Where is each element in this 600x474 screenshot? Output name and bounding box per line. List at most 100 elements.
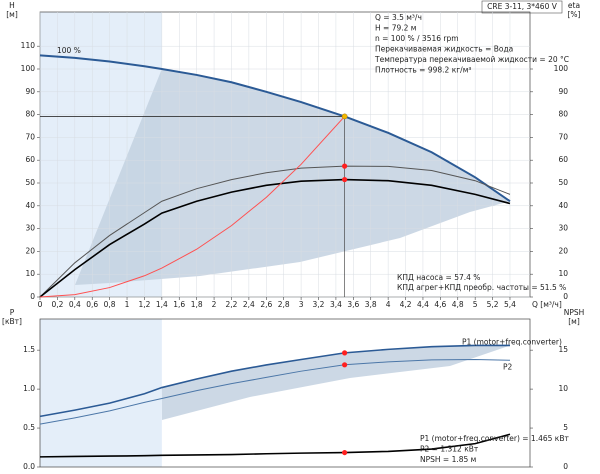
operating-point xyxy=(342,176,348,183)
y-axis-label: H xyxy=(9,1,15,10)
x-tick-label: 3,8 xyxy=(365,300,377,309)
x-tick-label: 1,6 xyxy=(173,300,185,309)
y2-axis-label: [%] xyxy=(568,10,581,19)
x-tick-label: 1,2 xyxy=(138,300,150,309)
efficiency-note: КПД насоса = 57.4 % xyxy=(397,273,480,282)
y-tick-label: 30 xyxy=(25,224,35,233)
y2-axis-label: eta xyxy=(568,1,580,10)
y-axis-label: P xyxy=(10,308,15,317)
x-tick-label: 1,4 xyxy=(156,300,168,309)
y2-tick-label: 40 xyxy=(558,201,568,210)
annotation: Плотность = 998.2 кг/м³ xyxy=(375,66,471,75)
y-tick-label: 1.0 xyxy=(23,384,35,393)
y-tick-label: 0.0 xyxy=(23,462,35,471)
chart-title: CRE 3-11, 3*460 V xyxy=(487,2,558,11)
x-tick-label: 3,4 xyxy=(330,300,342,309)
y-tick-label: 100 xyxy=(21,64,36,73)
y2-tick-label: 0 xyxy=(563,462,568,471)
y-tick-label: 0 xyxy=(30,292,35,301)
x-tick-label: 1,8 xyxy=(191,300,203,309)
curve xyxy=(39,359,510,425)
x-tick-label: 0 xyxy=(38,300,43,309)
y2-axis-label: [м] xyxy=(568,317,580,326)
y-tick-label: 80 xyxy=(25,110,35,119)
operating-point xyxy=(341,113,348,120)
operating-zone xyxy=(75,69,510,285)
annotation: P1 (motor+freq.converter) = 1.465 кВт xyxy=(420,434,569,443)
y-axis-label: [кВт] xyxy=(2,317,22,326)
y-tick-label: 110 xyxy=(21,41,36,50)
title-box xyxy=(481,0,563,14)
x-tick-label: 3 xyxy=(299,300,304,309)
y-tick-label: 10 xyxy=(25,269,35,278)
x-tick-label: 2,6 xyxy=(260,300,272,309)
curve xyxy=(39,116,345,298)
annotation: n = 100 % / 3516 rpm xyxy=(375,34,459,43)
y2-tick-label: 80 xyxy=(558,110,568,119)
low-flow-zone xyxy=(40,319,162,467)
curve xyxy=(39,178,511,298)
y2-tick-label: 90 xyxy=(558,87,568,96)
operating-zone xyxy=(161,345,510,420)
y-tick-label: 50 xyxy=(25,178,35,187)
x-tick-label: 5,4 xyxy=(504,300,516,309)
curve xyxy=(39,433,511,458)
efficiency-note: КПД агрег+КПД преобр. частоты = 51.5 % xyxy=(397,283,566,292)
y2-tick-label: 50 xyxy=(558,178,568,187)
x-tick-label: 0,6 xyxy=(86,300,98,309)
x-tick-label: 2,2 xyxy=(226,300,238,309)
y2-tick-label: 0 xyxy=(563,292,568,301)
x-tick-label: 2,8 xyxy=(278,300,290,309)
y2-tick-label: 100 xyxy=(554,64,569,73)
series-label: P1 (motor+freq.converter) xyxy=(462,337,562,346)
y2-tick-label: 10 xyxy=(558,384,568,393)
x-tick-label: 1 xyxy=(125,300,130,309)
curve xyxy=(39,165,511,298)
plot-frame xyxy=(39,318,531,468)
y-tick-label: 60 xyxy=(25,155,35,164)
x-tick-label: 0,4 xyxy=(69,300,81,309)
y-tick-label: 90 xyxy=(25,87,35,96)
annotation: Q = 3.5 м³/ч xyxy=(375,13,422,22)
operating-point xyxy=(342,350,348,356)
y2-tick-label: 60 xyxy=(558,155,568,164)
y2-tick-label: 10 xyxy=(558,269,568,278)
y2-tick-label: 30 xyxy=(558,224,568,233)
x-tick-label: 5 xyxy=(473,300,478,309)
annotation: H = 79.2 м xyxy=(375,24,416,33)
x-tick-label: 4,4 xyxy=(417,300,429,309)
y-tick-label: 0.5 xyxy=(23,423,35,432)
x-tick-label: 3,6 xyxy=(347,300,359,309)
operating-point xyxy=(342,449,348,456)
y-tick-label: 70 xyxy=(25,132,35,141)
y2-axis-label: NPSH xyxy=(564,308,585,317)
curve xyxy=(39,344,510,418)
annotation: Перекачиваемая жидкость = Вода xyxy=(375,45,513,54)
x-tick-label: 5,2 xyxy=(487,300,499,309)
operating-point xyxy=(342,362,348,368)
x-tick-label: 4 xyxy=(386,300,391,309)
y2-tick-label: 5 xyxy=(563,423,568,432)
x-axis-label: Q [м³/ч] xyxy=(532,300,562,309)
x-tick-label: 4,6 xyxy=(434,300,446,309)
x-tick-label: 2 xyxy=(212,300,217,309)
x-tick-label: 0,2 xyxy=(51,300,63,309)
x-tick-label: 2,4 xyxy=(243,300,255,309)
series-label: P2 xyxy=(503,362,513,371)
x-tick-label: 0,8 xyxy=(104,300,116,309)
y2-tick-label: 15 xyxy=(558,345,568,354)
y-axis-label: [м] xyxy=(6,10,18,19)
curve-label: 100 % xyxy=(57,46,81,55)
annotation: P2 = 1.312 кВт xyxy=(420,445,479,454)
x-tick-label: 3,2 xyxy=(313,300,325,309)
y2-tick-label: 70 xyxy=(558,132,568,141)
y2-tick-label: 20 xyxy=(558,246,568,255)
y-tick-label: 20 xyxy=(25,246,35,255)
x-tick-label: 4,8 xyxy=(452,300,464,309)
curve xyxy=(39,54,511,203)
annotation: Температура перекачиваемой жидкости = 20… xyxy=(374,55,569,64)
y-tick-label: 1.5 xyxy=(23,345,35,354)
y-tick-label: 40 xyxy=(25,201,35,210)
operating-point xyxy=(342,163,348,169)
